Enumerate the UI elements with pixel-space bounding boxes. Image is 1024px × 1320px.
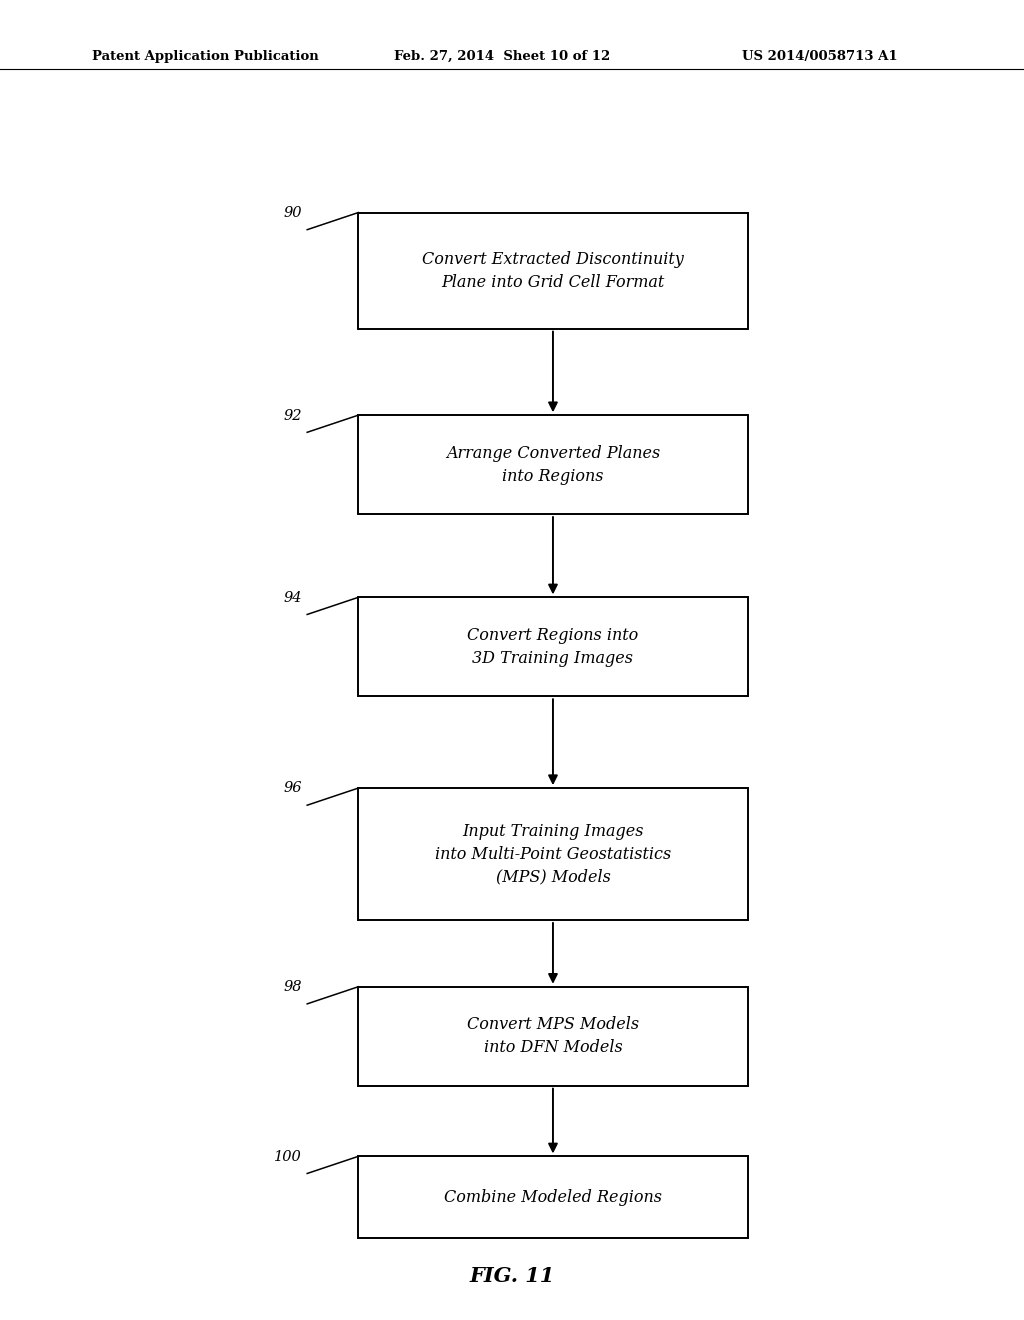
Bar [358,1156,748,1238]
Text: Arrange Converted Planes
into Regions: Arrange Converted Planes into Regions [445,445,660,484]
Text: FIG. 11: FIG. 11 [469,1266,555,1287]
Text: 98: 98 [284,979,302,994]
Bar [358,213,748,329]
Text: Input Training Images
into Multi-Point Geostatistics
(MPS) Models: Input Training Images into Multi-Point G… [435,822,671,886]
Bar [358,416,748,513]
Text: Convert Regions into
3D Training Images: Convert Regions into 3D Training Images [467,627,639,667]
Text: Convert Extracted Discontinuity
Plane into Grid Cell Format: Convert Extracted Discontinuity Plane in… [422,251,684,290]
Text: 96: 96 [284,781,302,796]
Bar [358,788,748,920]
Text: Convert MPS Models
into DFN Models: Convert MPS Models into DFN Models [467,1016,639,1056]
Text: 100: 100 [274,1150,302,1164]
Bar [358,597,748,697]
Text: 94: 94 [284,591,302,605]
Text: 92: 92 [284,409,302,422]
Bar [358,987,748,1085]
Text: 90: 90 [284,206,302,220]
Text: Feb. 27, 2014  Sheet 10 of 12: Feb. 27, 2014 Sheet 10 of 12 [394,50,610,63]
Text: Combine Modeled Regions: Combine Modeled Regions [444,1189,662,1205]
Text: US 2014/0058713 A1: US 2014/0058713 A1 [742,50,898,63]
Text: Patent Application Publication: Patent Application Publication [92,50,318,63]
